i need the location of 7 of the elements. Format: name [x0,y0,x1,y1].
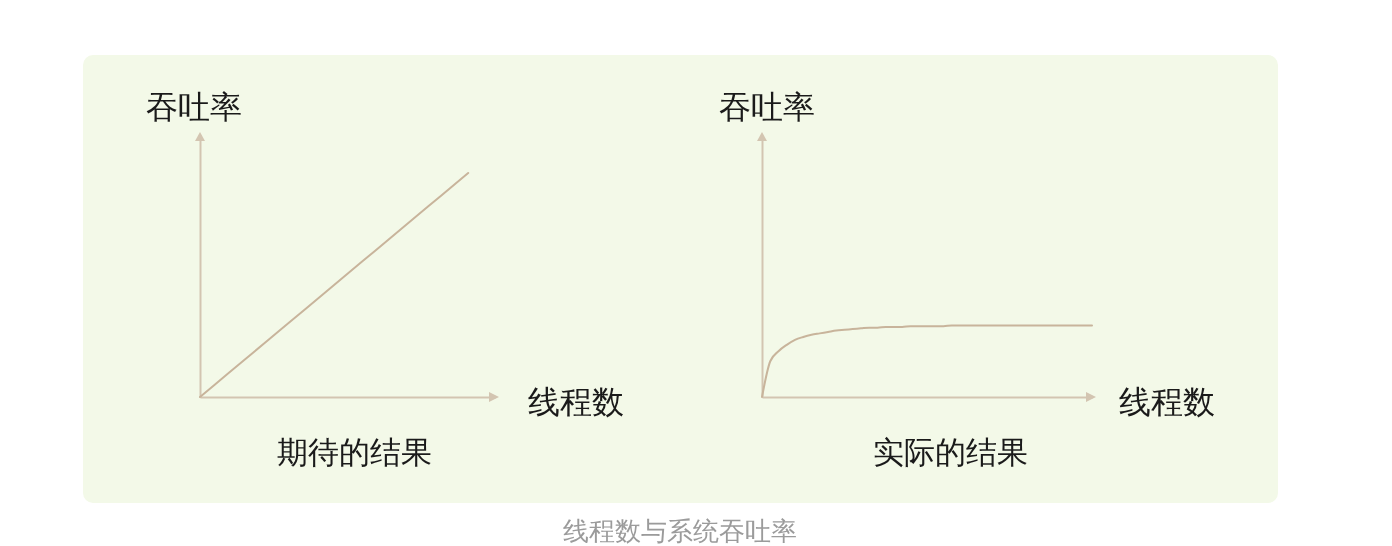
x-axis-title: 线程数 [1118,382,1215,421]
text: 线程数与系统吞吐率 [562,515,798,546]
text: 实际的结果 [872,434,1028,470]
y-axis-title: 吞吐率 [718,87,815,126]
text: 期待的结果 [277,434,432,470]
x-axis-title: 线程数 [527,382,624,421]
y-axis-title: 吞吐率 [145,87,242,126]
